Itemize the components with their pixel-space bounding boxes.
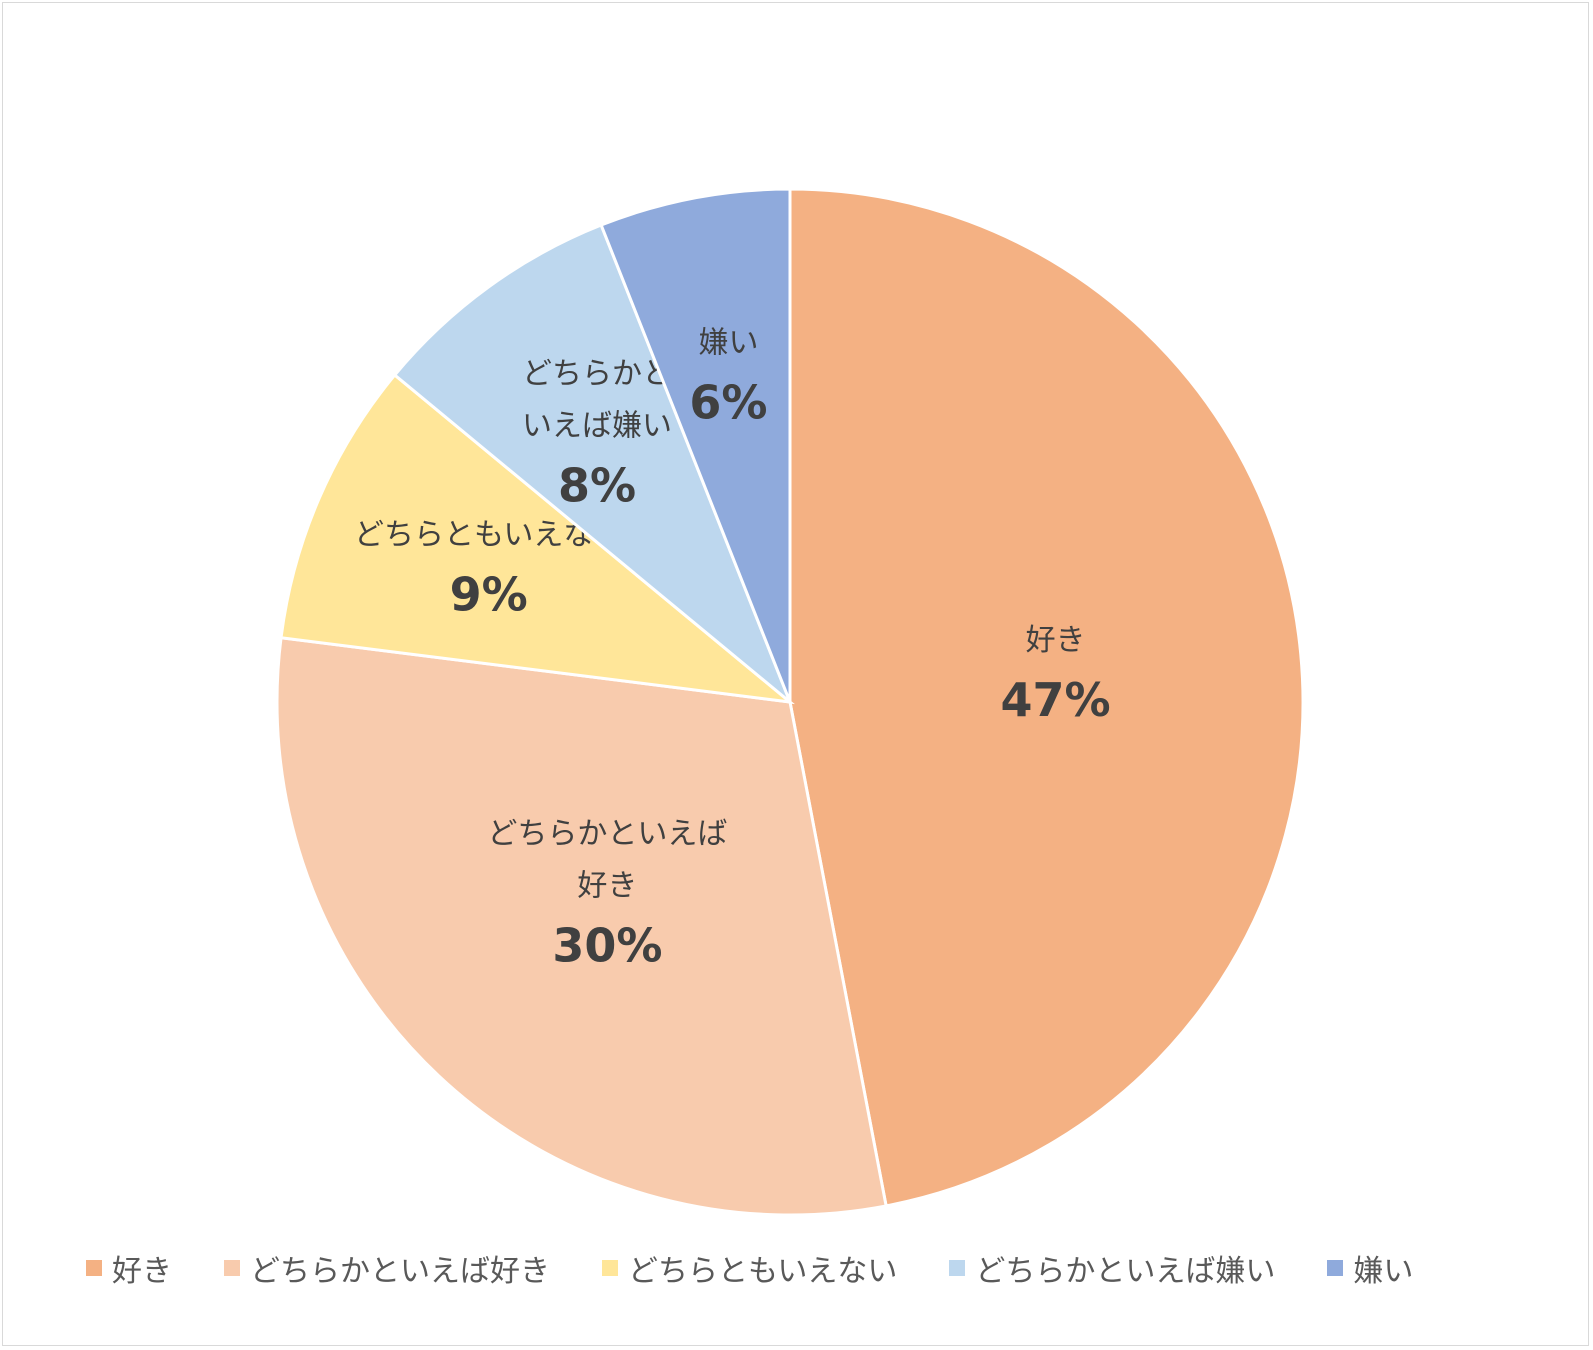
- legend-label: どちらかといえば嫌い: [975, 1254, 1276, 1289]
- pie-slice-dislike: [599, 187, 792, 703]
- legend-label: どちらかといえば好き: [250, 1254, 550, 1289]
- legend: 好き どちらかといえば好き どちらともいえない どちらかといえば嫌い 嫌い: [86, 1246, 1506, 1290]
- legend-item-neutral: どちらともいえない: [602, 1246, 897, 1290]
- legend-swatch-dislike: [1327, 1260, 1344, 1276]
- legend-swatch-neutral: [602, 1260, 618, 1276]
- data-label-name: 嫌い: [698, 325, 758, 360]
- legend-swatch-like: [86, 1260, 102, 1276]
- legend-swatch-somewhat-dislike: [949, 1260, 966, 1276]
- data-label-name: どちらかといえば: [487, 816, 727, 851]
- data-label-name: いえば嫌い: [522, 408, 672, 443]
- legend-item-somewhat-like: どちらかといえば好き: [224, 1246, 550, 1290]
- legend-label: 好き: [112, 1254, 172, 1289]
- data-label-percent: 9%: [450, 568, 528, 622]
- pie-slice-neutral: [279, 372, 795, 705]
- legend-label: 嫌い: [1353, 1254, 1414, 1289]
- legend-item-dislike: 嫌い: [1327, 1246, 1413, 1290]
- data-label-percent: 47%: [1001, 673, 1111, 727]
- legend-swatch-somewhat-like: [224, 1260, 240, 1276]
- data-label-name: 好き: [1026, 623, 1086, 658]
- data-label-name: 好き: [577, 868, 637, 903]
- data-label-percent: 6%: [689, 375, 767, 429]
- pie-slice-like: [788, 187, 1305, 1208]
- legend-item-somewhat-dislike: どちらかといえば嫌い: [949, 1246, 1275, 1290]
- data-label-percent: 30%: [552, 918, 662, 972]
- pie-slice-somewhat-like: [275, 636, 888, 1217]
- data-label-percent: 8%: [558, 458, 636, 512]
- legend-label: どちらともいえない: [628, 1254, 898, 1289]
- pie-slice-somewhat-dislike: [392, 223, 792, 704]
- legend-item-like: 好き: [86, 1246, 172, 1290]
- data-label-name: どちらかと: [522, 356, 672, 391]
